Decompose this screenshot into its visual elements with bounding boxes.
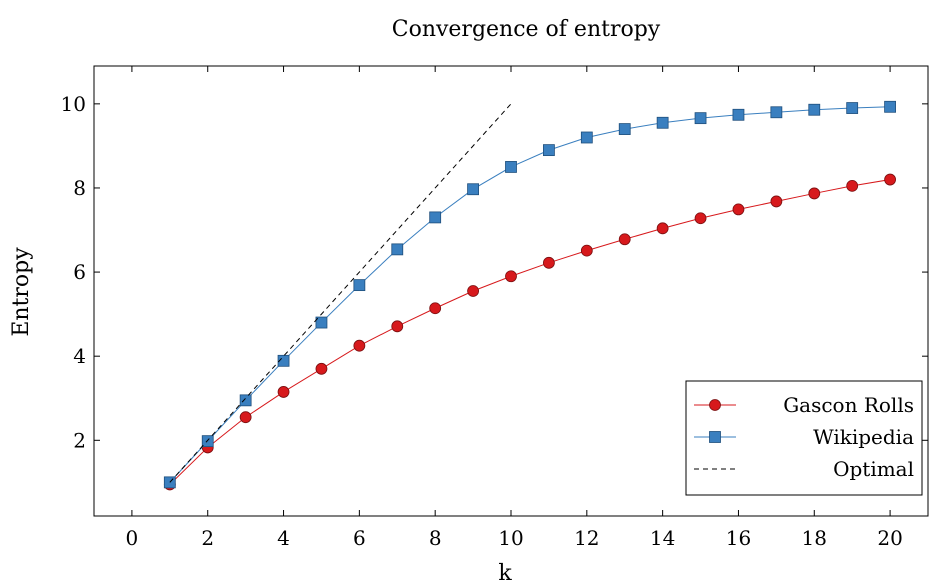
x-tick-label: 10	[498, 526, 523, 550]
legend-label: Gascon Rolls	[783, 393, 914, 417]
y-tick-label: 2	[73, 428, 86, 452]
x-tick-label: 2	[201, 526, 214, 550]
series-layer	[163, 100, 896, 491]
data-point-gascon-rolls	[618, 233, 631, 246]
legend-marker	[709, 431, 721, 443]
data-point-gascon-rolls	[239, 411, 252, 424]
data-point-wikipedia	[846, 102, 859, 114]
data-point-gascon-rolls	[467, 285, 479, 297]
x-tick-label: 4	[277, 526, 290, 550]
legend-item-optimal: Optimal	[694, 457, 914, 481]
data-point-wikipedia	[770, 106, 783, 119]
data-point-wikipedia	[884, 100, 896, 113]
data-point-wikipedia	[277, 354, 290, 367]
data-point-gascon-rolls	[656, 222, 669, 235]
x-axis-label: k	[498, 561, 512, 585]
data-point-wikipedia	[808, 103, 821, 116]
data-point-wikipedia	[618, 123, 631, 135]
legend-item-wikipedia: Wikipedia	[694, 425, 914, 449]
x-tick-label: 12	[574, 526, 599, 550]
data-point-gascon-rolls	[315, 362, 328, 375]
y-tick-label: 8	[73, 176, 86, 200]
y-tick-label: 10	[61, 92, 86, 116]
x-tick-label: 20	[877, 526, 902, 550]
data-point-wikipedia	[315, 316, 328, 329]
data-point-wikipedia	[656, 116, 669, 129]
y-axis-label: Entropy	[9, 247, 34, 337]
data-point-gascon-rolls	[808, 187, 821, 200]
legend-marker	[709, 399, 721, 411]
data-point-gascon-rolls	[694, 212, 707, 225]
data-point-wikipedia	[239, 394, 252, 407]
data-point-gascon-rolls	[732, 203, 745, 216]
data-point-wikipedia	[201, 435, 214, 448]
data-point-wikipedia	[467, 183, 479, 196]
legend-item-gascon-rolls: Gascon Rolls	[694, 393, 914, 417]
data-point-wikipedia	[580, 131, 593, 144]
data-point-wikipedia	[694, 112, 707, 125]
data-point-gascon-rolls	[884, 173, 896, 186]
legend-box	[685, 380, 923, 496]
y-tick-label: 6	[73, 260, 86, 284]
legend-label: Optimal	[833, 457, 914, 481]
x-tick-label: 16	[726, 526, 751, 550]
series-optimal	[169, 103, 512, 483]
x-tick-label: 14	[650, 526, 675, 550]
data-point-gascon-rolls	[391, 320, 404, 333]
data-point-wikipedia	[353, 279, 366, 292]
data-point-gascon-rolls	[543, 256, 555, 269]
legend: Gascon Rolls Wikipedia Optimal	[685, 380, 923, 496]
x-tick-label: 6	[353, 526, 366, 550]
series-line-optimal	[169, 103, 512, 483]
x-tick-label: 18	[802, 526, 827, 550]
series-line-gascon-rolls	[169, 179, 891, 485]
data-point-wikipedia	[391, 243, 404, 256]
chart-title: Convergence of entropy	[392, 17, 661, 42]
data-point-gascon-rolls	[846, 179, 859, 192]
x-tick-label: 8	[429, 526, 442, 550]
data-point-wikipedia	[505, 161, 517, 173]
y-tick-label: 4	[73, 344, 86, 368]
data-point-wikipedia	[543, 144, 555, 157]
y-axis-ticks: 2 4 6 8 10	[61, 92, 928, 452]
data-point-wikipedia	[732, 108, 745, 121]
data-point-gascon-rolls	[580, 244, 593, 257]
data-point-wikipedia	[429, 211, 442, 224]
data-point-gascon-rolls	[505, 270, 517, 283]
legend-label: Wikipedia	[813, 425, 914, 449]
data-point-gascon-rolls	[770, 195, 783, 208]
series-line-wikipedia	[169, 106, 891, 483]
data-point-gascon-rolls	[277, 386, 290, 398]
data-point-gascon-rolls	[353, 339, 366, 352]
data-point-gascon-rolls	[429, 302, 442, 315]
x-tick-label: 0	[126, 526, 139, 550]
series-gascon-rolls	[163, 173, 896, 491]
x-axis-ticks: 0 2 4 6 8 10 12 14 16 18 20	[126, 66, 903, 550]
